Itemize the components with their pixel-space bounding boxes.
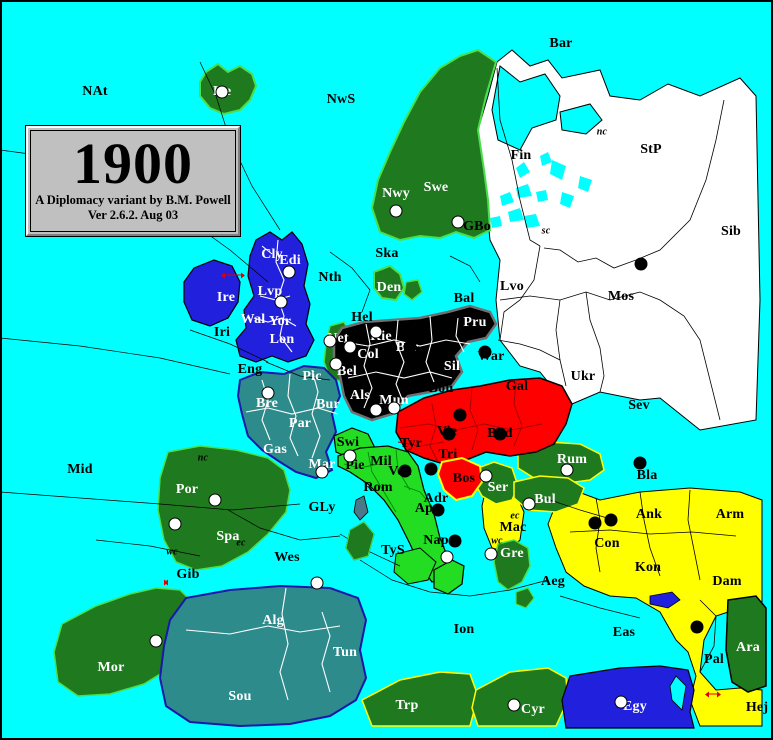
variant-author: A Diplomacy variant by B.M. Powell	[35, 192, 231, 207]
supply-center-occupied[interactable]	[431, 503, 445, 517]
supply-center-owned[interactable]	[323, 334, 337, 348]
supply-center-owned[interactable]	[329, 357, 343, 371]
supply-center-owned[interactable]	[484, 547, 498, 561]
supply-center-owned[interactable]	[343, 449, 357, 463]
supply-center-occupied[interactable]	[690, 620, 704, 634]
adjacency-connector	[164, 579, 168, 586]
supply-center-owned[interactable]	[168, 517, 182, 531]
supply-center-owned[interactable]	[389, 204, 403, 218]
supply-center-owned[interactable]	[507, 698, 521, 712]
isle-cyprus	[649, 591, 681, 609]
supply-center-owned[interactable]	[479, 469, 493, 483]
region-britain	[183, 231, 695, 729]
supply-center-occupied[interactable]	[478, 345, 492, 359]
supply-center-owned[interactable]	[451, 215, 465, 229]
variant-year: 1900	[73, 131, 193, 197]
supply-center-occupied[interactable]	[634, 257, 648, 271]
supply-center-owned[interactable]	[315, 465, 329, 479]
supply-center-owned[interactable]	[387, 401, 401, 415]
supply-center-owned[interactable]	[560, 463, 574, 477]
supply-center-occupied[interactable]	[588, 516, 602, 530]
supply-center-occupied[interactable]	[448, 534, 462, 548]
supply-center-owned[interactable]	[274, 295, 288, 309]
adjacency-connector	[221, 272, 245, 279]
supply-center-occupied[interactable]	[604, 513, 618, 527]
supply-center-owned[interactable]	[282, 265, 296, 279]
variant-version: Ver 2.6.2. Aug 03	[87, 207, 179, 222]
supply-center-owned[interactable]	[343, 340, 357, 354]
sea-detail	[0, 61, 641, 619]
region-turkey	[481, 487, 763, 727]
supply-center-owned[interactable]	[369, 325, 383, 339]
supply-center-occupied[interactable]	[442, 427, 456, 441]
supply-center-owned[interactable]	[149, 634, 163, 648]
adjacency-connector	[705, 691, 721, 698]
isle-corsica	[353, 495, 369, 521]
isle-sardinia	[345, 521, 375, 561]
supply-center-owned[interactable]	[215, 85, 229, 99]
supply-center-occupied[interactable]	[493, 427, 507, 441]
region-austria	[395, 377, 573, 502]
supply-center-owned[interactable]	[310, 576, 324, 590]
supply-center-occupied[interactable]	[424, 462, 438, 476]
supply-center-owned[interactable]	[261, 386, 275, 400]
supply-center-owned[interactable]	[440, 550, 454, 564]
supply-center-occupied[interactable]	[403, 340, 417, 354]
supply-center-occupied[interactable]	[633, 456, 647, 470]
title-box: 1900 A Diplomacy variant by B.M. Powell …	[26, 126, 240, 236]
supply-center-owned[interactable]	[208, 493, 222, 507]
supply-center-occupied[interactable]	[453, 408, 467, 422]
supply-center-owned[interactable]	[614, 695, 628, 709]
supply-center-owned[interactable]	[369, 403, 383, 417]
supply-center-owned[interactable]	[522, 497, 536, 511]
supply-center-occupied[interactable]	[398, 464, 412, 478]
